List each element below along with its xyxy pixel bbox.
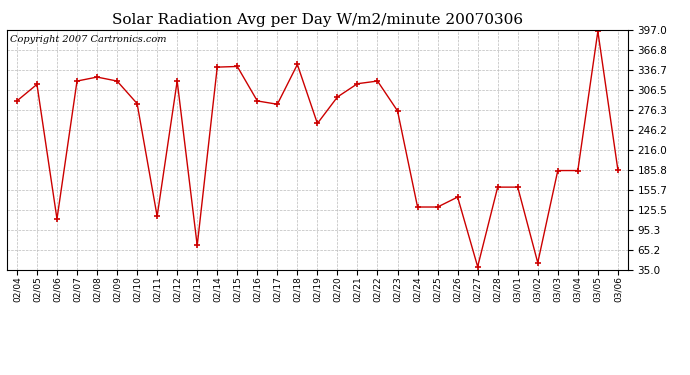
Title: Solar Radiation Avg per Day W/m2/minute 20070306: Solar Radiation Avg per Day W/m2/minute … <box>112 13 523 27</box>
Text: Copyright 2007 Cartronics.com: Copyright 2007 Cartronics.com <box>10 35 166 44</box>
